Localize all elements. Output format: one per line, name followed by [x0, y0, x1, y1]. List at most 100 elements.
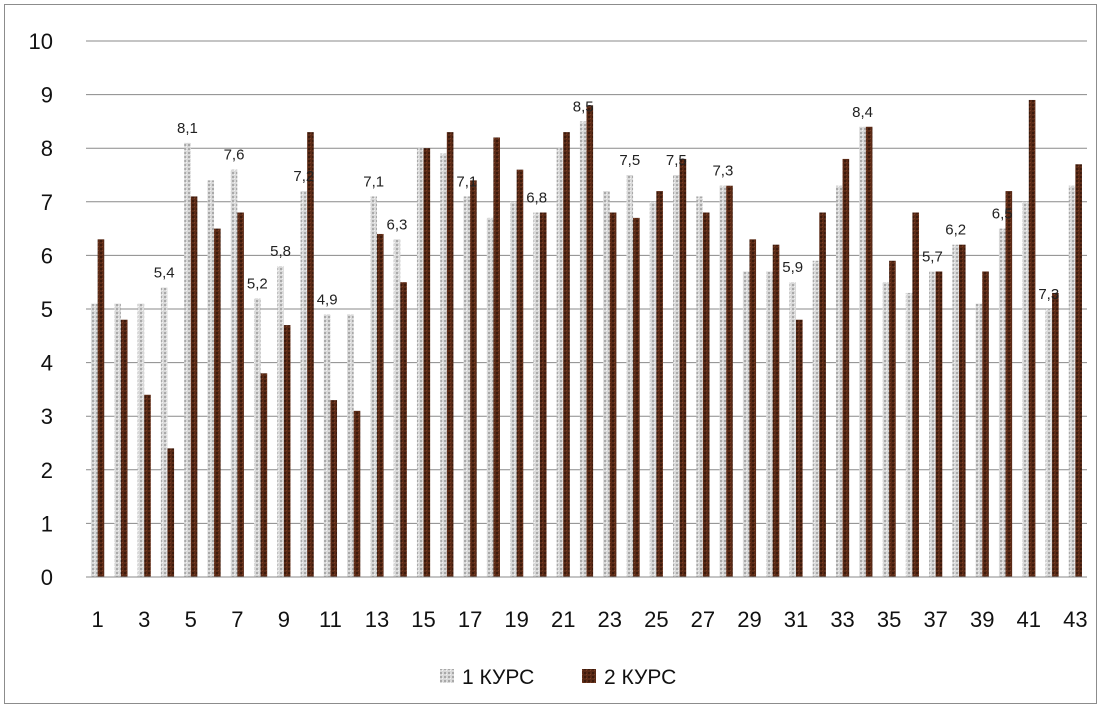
data-label: 8,1 [177, 120, 198, 137]
bar-2-kurs [400, 282, 407, 577]
data-label: 6,8 [526, 190, 547, 207]
y-tick-label: 9 [41, 83, 53, 108]
bar-2-kurs [516, 169, 524, 577]
bar-2-kurs [1028, 99, 1036, 578]
y-tick-label: 1 [41, 511, 53, 536]
bar-2-kurs [633, 217, 640, 577]
bar-1-kurs [1045, 309, 1053, 577]
data-label: 7,3 [1038, 286, 1059, 303]
bar-2-kurs [353, 410, 361, 577]
y-tick-label: 3 [41, 404, 53, 429]
bar-1-kurs [882, 282, 890, 577]
x-tick-label: 39 [970, 607, 994, 632]
data-label: 7,5 [619, 152, 640, 169]
bar-1-kurs [1022, 201, 1029, 578]
y-tick-label: 4 [41, 351, 53, 376]
data-label: 5,8 [270, 243, 291, 260]
data-label: 6,5 [992, 206, 1013, 223]
data-label: 8,4 [852, 104, 873, 121]
x-axis-ticks: 1 3 5 7 9 11 13 15 17 19 21 23 25 27 29 31 33 35 37 39 41 43 [92, 607, 1088, 632]
x-tick-label: 19 [504, 607, 528, 632]
data-label: 5,2 [247, 275, 268, 292]
x-tick-label: 9 [278, 607, 290, 632]
data-label: 7,5 [666, 152, 687, 169]
x-tick-label: 11 [319, 607, 342, 632]
data-label: 6,2 [945, 222, 966, 239]
bar-2-kurs [470, 180, 477, 578]
bar-1-kurs [952, 244, 959, 577]
bar-1-kurs [114, 303, 121, 577]
bar-1-kurs [556, 148, 564, 577]
bar-2-kurs [609, 212, 617, 577]
bar-2-kurs [935, 271, 943, 577]
bar-1-kurs [649, 201, 657, 578]
legend-label-2: 2 КУРС [604, 666, 676, 689]
legend-swatch-1 [440, 669, 454, 683]
x-tick-label: 23 [598, 607, 622, 632]
bar-1-kurs [579, 121, 587, 578]
bar-2-kurs [144, 394, 151, 577]
bar-1-kurs [323, 314, 331, 577]
bar-1-kurs [696, 196, 703, 577]
bar-2-kurs [1005, 191, 1013, 577]
bar-1-kurs [510, 201, 517, 578]
y-tick-label: 10 [29, 29, 53, 54]
data-labels: 5,4 8,1 7,6 5,25,8 7,2 4,9 7,1 6,3 7,1 6,8 8,5 7,5 7… [154, 98, 1059, 308]
bar-2-kurs [237, 212, 244, 577]
y-tick-label: 7 [41, 190, 53, 215]
bar-2-kurs [190, 196, 198, 577]
bar-1-kurs [905, 292, 913, 577]
bar-2-kurs [563, 132, 570, 577]
bar-2-kurs [260, 373, 268, 577]
y-axis-ticks: 0 1 2 3 4 5 6 7 8 9 10 [29, 29, 53, 590]
bar-1-kurs [626, 175, 634, 577]
bar-1-kurs [463, 196, 471, 577]
bar-1-kurs [835, 185, 843, 577]
bar-1-kurs [742, 271, 750, 577]
bar-2-kurs [1075, 164, 1082, 577]
x-tick-label: 21 [551, 607, 575, 632]
bar-2-kurs [982, 271, 989, 577]
bar-2-kurs [842, 158, 850, 578]
bar-2-kurs [912, 212, 920, 577]
bar-2-kurs [97, 239, 105, 577]
x-tick-label: 13 [365, 607, 389, 632]
data-label: 5,7 [922, 248, 943, 265]
bar-2-kurs [679, 158, 687, 578]
bars [91, 99, 1082, 578]
y-tick-label: 0 [41, 565, 53, 590]
x-tick-label: 5 [185, 607, 197, 632]
bar-2-kurs [214, 228, 221, 577]
x-tick-label: 15 [411, 607, 435, 632]
y-tick-label: 6 [41, 243, 53, 268]
bar-1-kurs [207, 180, 215, 578]
data-label: 8,5 [573, 98, 594, 115]
bar-2-kurs [726, 185, 733, 577]
bar-1-kurs [673, 175, 680, 577]
bar-1-kurs [184, 142, 191, 577]
bar-2-kurs [749, 239, 757, 577]
bar-1-kurs [486, 217, 494, 577]
bar-1-kurs [416, 148, 424, 577]
data-label: 4,9 [317, 291, 338, 308]
data-label: 7,3 [712, 163, 733, 180]
bar-1-kurs [253, 298, 261, 577]
bar-2-kurs [796, 319, 803, 577]
bar-1-kurs [440, 153, 447, 577]
legend: 1 КУРС 2 КУРС [440, 666, 676, 689]
y-tick-label: 2 [41, 458, 53, 483]
bar-2-kurs [702, 212, 710, 577]
bar-1-kurs [347, 314, 354, 577]
bar-1-kurs [300, 191, 308, 577]
bar-2-kurs [376, 233, 384, 577]
x-tick-label: 17 [458, 607, 482, 632]
bar-2-kurs [586, 105, 594, 577]
bar-2-kurs [772, 244, 780, 577]
x-tick-label: 33 [830, 607, 854, 632]
data-label: 6,3 [387, 216, 408, 233]
x-tick-label: 27 [691, 607, 715, 632]
data-label: 5,9 [782, 259, 803, 276]
bar-1-kurs [370, 196, 377, 577]
bar-2-kurs [958, 244, 966, 577]
